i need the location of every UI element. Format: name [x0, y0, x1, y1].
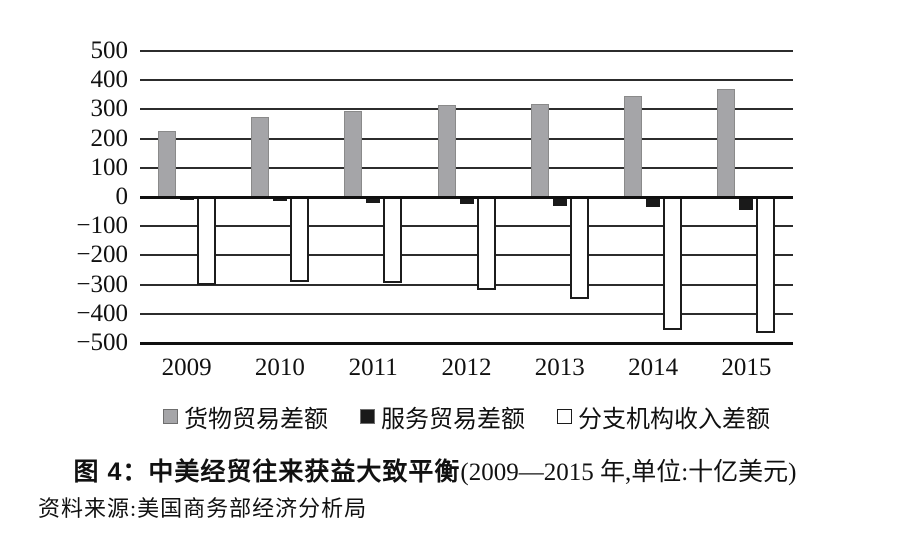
- legend-swatch-branch-income: [557, 409, 572, 424]
- legend-swatch-services: [360, 409, 375, 424]
- gridline--500: [140, 341, 793, 345]
- source-note: 资料来源:美国商务部经济分析局: [38, 496, 368, 521]
- figure-title: 图 4：中美经贸往来获益大致平衡(2009—2015 年,单位:十亿美元): [0, 452, 870, 488]
- y-tick-label-0: 0: [115, 183, 129, 210]
- bar-services-trade-balance-2015: [739, 197, 754, 211]
- legend-label-services: 服务贸易差额: [381, 407, 525, 433]
- bar-goods-trade-balance-2009: [157, 131, 176, 197]
- y-tick-label--300: −300: [76, 270, 128, 298]
- legend-label-goods: 货物贸易差额: [184, 407, 328, 433]
- bar-services-trade-balance-2012: [459, 197, 474, 205]
- y-tick-label-200: 200: [90, 124, 129, 152]
- y-tick-label--100: −100: [76, 212, 128, 240]
- x-tick-label-2012: 2012: [441, 354, 492, 381]
- bar-goods-trade-balance-2011: [344, 110, 363, 197]
- gridline-100: [140, 166, 793, 169]
- bar-goods-trade-balance-2010: [250, 116, 269, 197]
- bar-goods-trade-balance-2012: [437, 105, 456, 197]
- plot-area: 500 400 300 200 100 0 −100 −200 −300 −400 −500 2009…: [76, 37, 793, 381]
- gridline--100: [140, 225, 793, 228]
- bar-goods-trade-balance-2013: [530, 103, 549, 197]
- bar-branch-income-balance-2009: [196, 197, 216, 285]
- bar-branch-income-balance-2015: [756, 197, 776, 333]
- y-tick-label-300: 300: [90, 95, 129, 123]
- figure-title-sub: (2009—2015 年,单位:十亿美元): [460, 459, 797, 486]
- bar-branch-income-balance-2010: [289, 197, 309, 282]
- bar-services-trade-balance-2014: [646, 197, 661, 208]
- bar-goods-trade-balance-2014: [624, 96, 643, 197]
- x-tick-label-2010: 2010: [254, 354, 305, 381]
- bar-branch-income-balance-2012: [476, 197, 496, 291]
- gridline--200: [140, 254, 793, 257]
- bar-services-trade-balance-2013: [552, 197, 567, 206]
- legend-swatch-goods: [163, 409, 178, 424]
- x-tick-label-2011: 2011: [348, 354, 398, 381]
- gridline-500: [140, 50, 793, 52]
- legend-item-services: 服务贸易差额: [360, 399, 525, 434]
- legend-label-branch-income: 分支机构收入差额: [578, 407, 770, 433]
- x-tick-label-2013: 2013: [534, 354, 585, 381]
- bar-services-trade-balance-2011: [366, 197, 381, 203]
- legend-item-branch-income: 分支机构收入差额: [557, 399, 770, 434]
- y-tick-label-100: 100: [90, 153, 129, 181]
- y-tick-label--400: −400: [76, 299, 128, 327]
- gridline-300: [140, 108, 793, 111]
- bar-services-trade-balance-2010: [272, 197, 287, 202]
- legend-item-goods: 货物贸易差额: [163, 399, 328, 434]
- chart-legend: 货物贸易差额 服务贸易差额 分支机构收入差额: [140, 399, 793, 434]
- x-tick-label-2009: 2009: [161, 354, 212, 381]
- gridline--400: [140, 312, 793, 315]
- gridline-0: [140, 195, 793, 199]
- x-tick-label-2015: 2015: [721, 354, 772, 381]
- x-tick-label-2014: 2014: [628, 354, 679, 381]
- y-tick-label-500: 500: [90, 37, 129, 64]
- y-tick-label-400: 400: [90, 66, 129, 94]
- gridline-400: [140, 79, 793, 82]
- y-tick-label--200: −200: [76, 241, 128, 269]
- y-tick-label--500: −500: [76, 329, 128, 356]
- figure-title-main: 图 4：中美经贸往来获益大致平衡: [73, 458, 461, 486]
- gridline-200: [140, 137, 793, 140]
- bar-branch-income-balance-2014: [663, 197, 683, 330]
- gridline--300: [140, 283, 793, 286]
- bar-branch-income-balance-2013: [569, 197, 589, 300]
- bar-goods-trade-balance-2015: [717, 88, 736, 197]
- bar-branch-income-balance-2011: [383, 197, 403, 284]
